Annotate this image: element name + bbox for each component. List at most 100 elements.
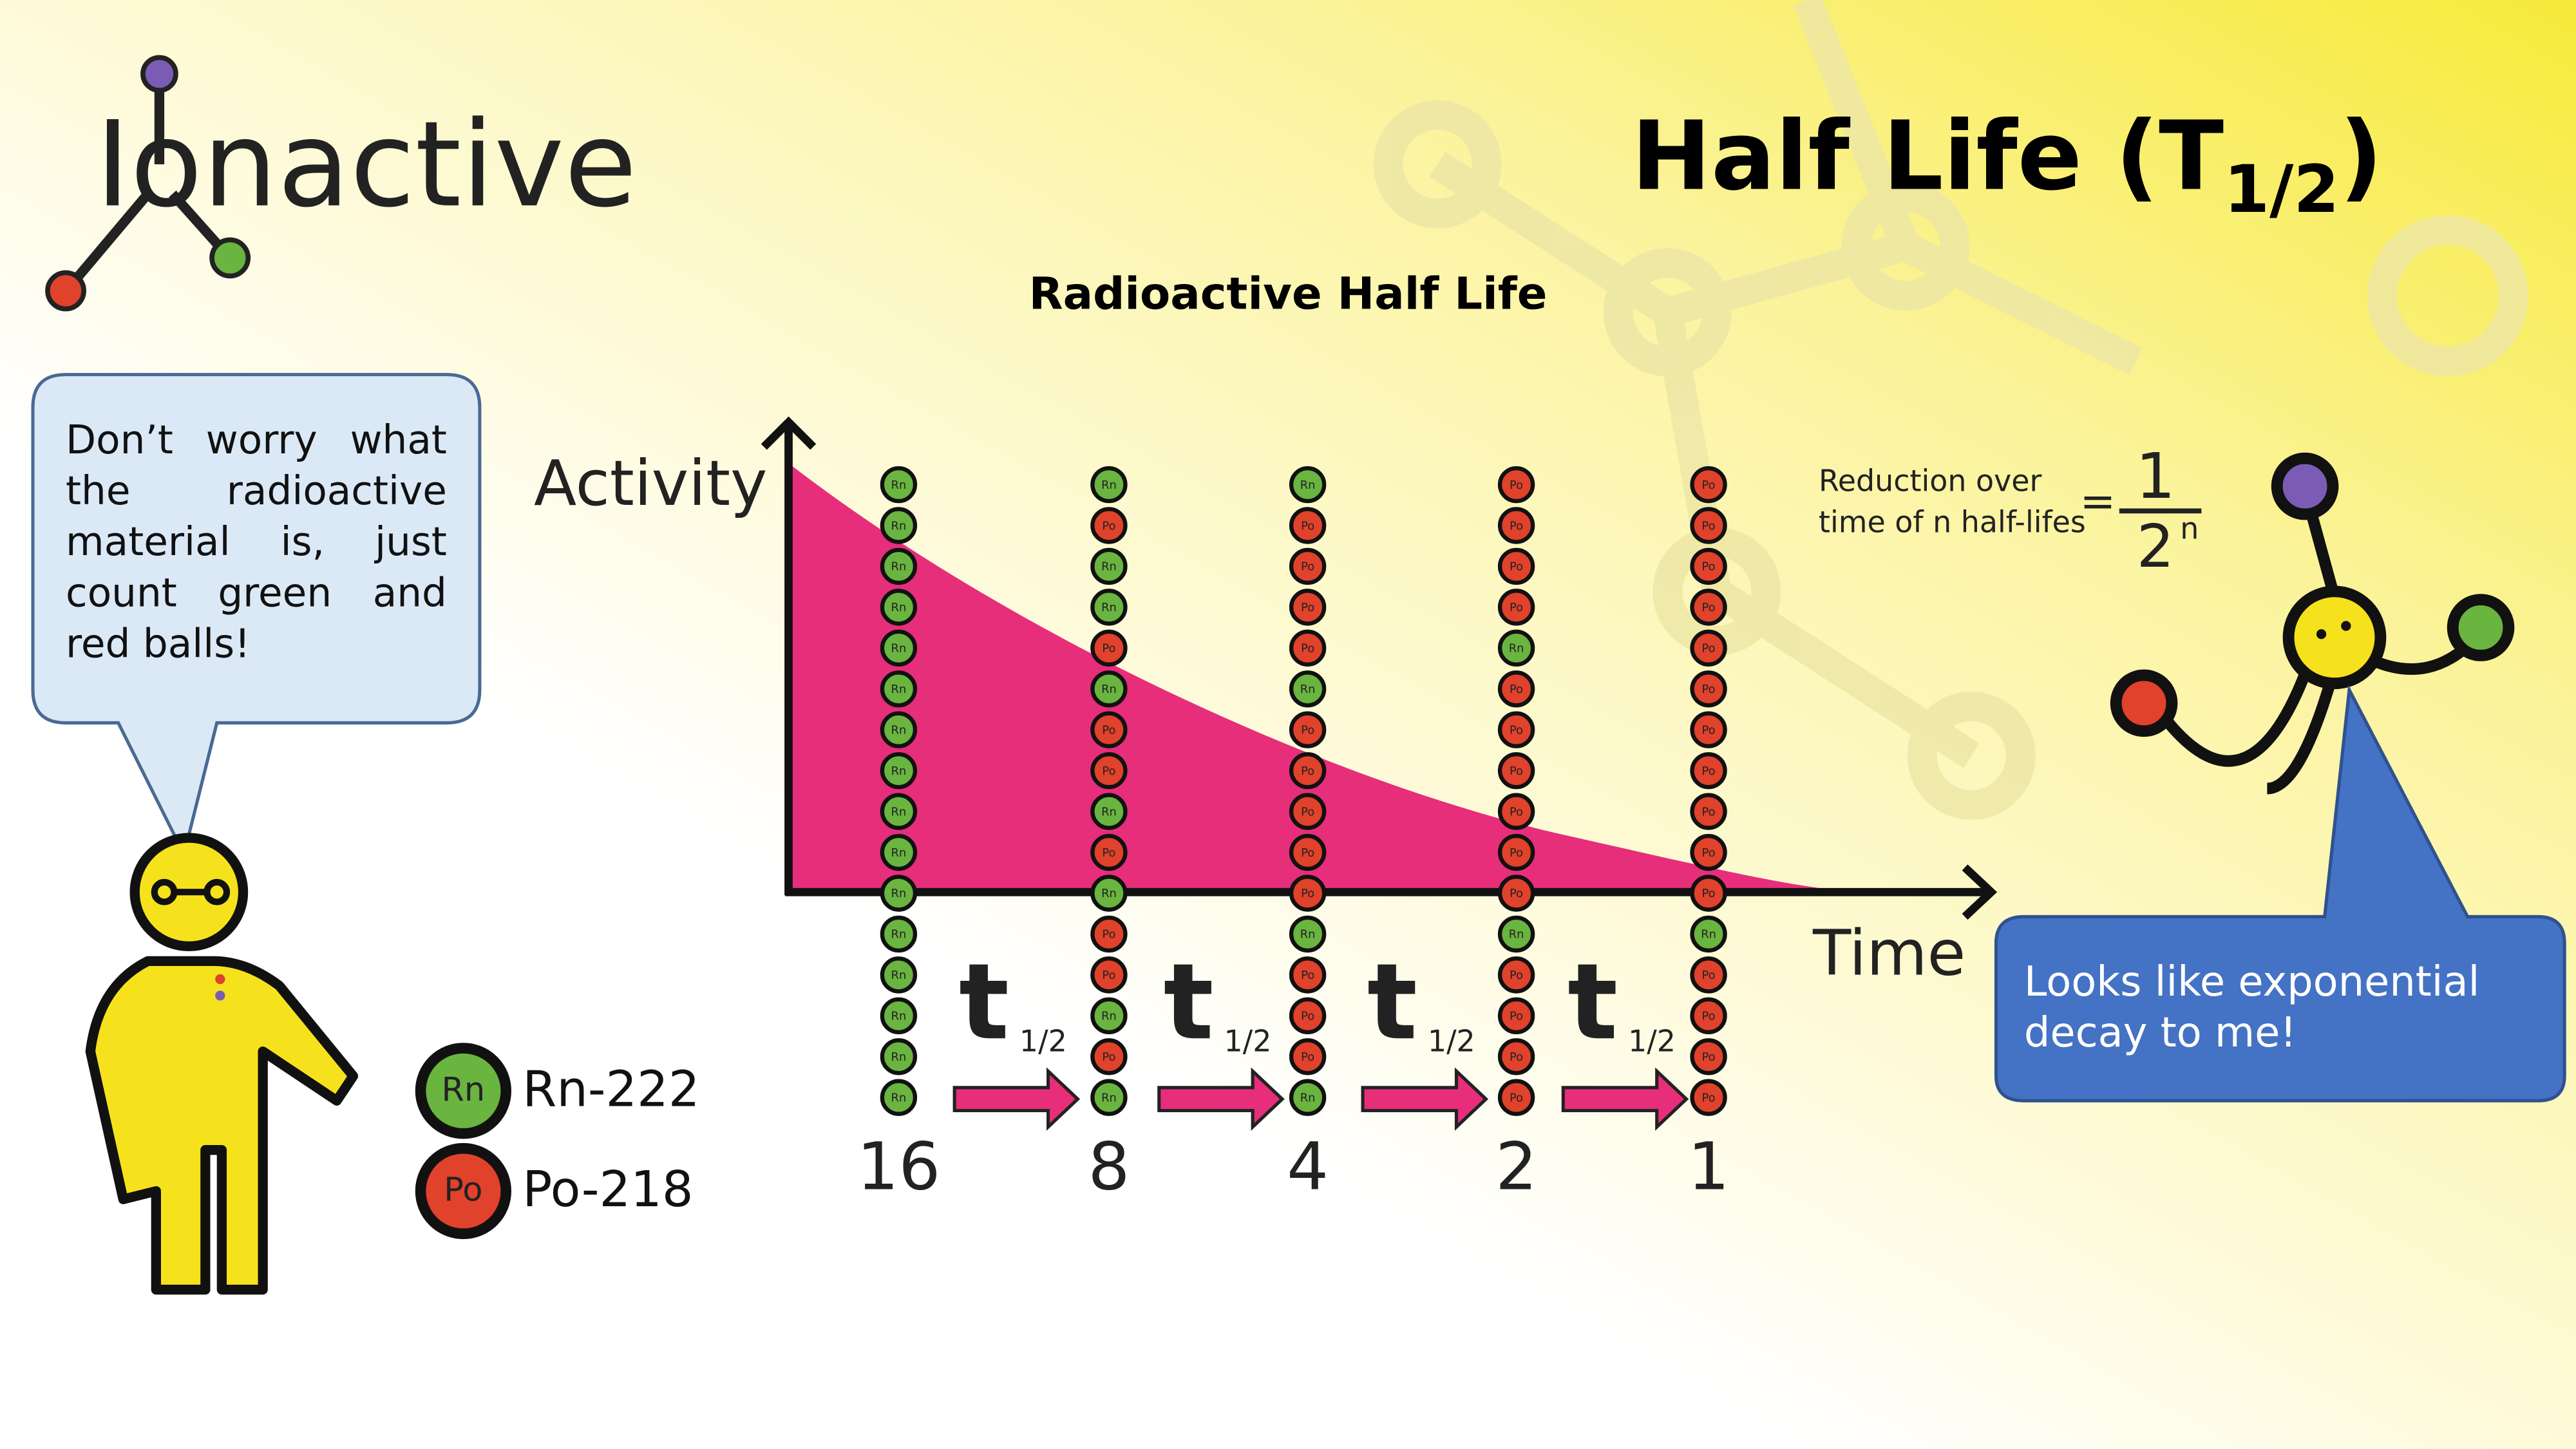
- ball-label: Rn: [1300, 478, 1316, 492]
- legend: Rn Rn-222 Po Po-218: [415, 1043, 700, 1240]
- ball-label: Rn: [1101, 683, 1117, 696]
- ball: [1690, 589, 1727, 626]
- ball-label: Po: [1301, 560, 1314, 574]
- ball-label: Rn: [1701, 928, 1716, 942]
- right-character: [2110, 452, 2515, 795]
- logo: Ionactive: [45, 55, 637, 312]
- ball: [1289, 670, 1327, 708]
- ball: [415, 1142, 512, 1240]
- ball-label: Po: [1301, 1010, 1314, 1023]
- ball: [880, 875, 918, 912]
- ball: [880, 547, 918, 585]
- ball: [1090, 589, 1128, 626]
- step-symbol: t: [959, 940, 1009, 1063]
- ball: [1690, 752, 1727, 790]
- ball-label: Rn: [441, 1071, 485, 1109]
- ball-label: Po: [1510, 1091, 1523, 1104]
- ball: [1690, 670, 1727, 708]
- ball-label: Po: [1102, 1050, 1115, 1064]
- ball: [1090, 466, 1128, 504]
- ball: [1690, 915, 1727, 953]
- ball-label: Po: [1702, 723, 1716, 737]
- step-arrow: [952, 1067, 1081, 1131]
- ball-label: Po: [1510, 805, 1523, 819]
- speech-right-text: Looks like exponential decay to me!: [2023, 958, 2480, 1057]
- ball-label: Po: [1702, 683, 1716, 696]
- ball-label: Po: [1301, 846, 1314, 860]
- count-label: 2: [1495, 1129, 1537, 1206]
- ball: [880, 589, 918, 626]
- ball-label: Po: [1702, 642, 1716, 656]
- ball: [1289, 997, 1327, 1035]
- ball-label: Po: [444, 1171, 482, 1209]
- ball-label: Po: [1702, 1010, 1716, 1023]
- ball-label: Rn: [1101, 887, 1117, 900]
- ball: [1497, 793, 1535, 830]
- speech-left-box: Don’t worry what the radioactive materia…: [66, 417, 447, 667]
- speech-right-box: Looks like exponential decay to me!: [2023, 958, 2480, 1057]
- ball: [1497, 711, 1535, 748]
- ball: [1289, 875, 1327, 912]
- ball: [1090, 833, 1128, 871]
- ball: [1289, 1079, 1327, 1116]
- ball: [1690, 1079, 1727, 1116]
- ball-label: Rn: [891, 1010, 907, 1023]
- step-subscript: 1/2: [1224, 1024, 1272, 1059]
- ball: [1090, 956, 1128, 994]
- ball-label: Po: [1301, 642, 1314, 656]
- ball: [1690, 547, 1727, 585]
- ball-label: Po: [1702, 887, 1716, 900]
- ball-label: Po: [1102, 764, 1115, 778]
- ball-label: Po: [1301, 723, 1314, 737]
- ball: [1497, 466, 1535, 504]
- ball: [1090, 875, 1128, 912]
- ball: [1690, 466, 1727, 504]
- ball-label: Po: [1102, 969, 1115, 982]
- ball: [1497, 956, 1535, 994]
- ball: [1090, 1038, 1128, 1075]
- ball-label: Po: [1301, 969, 1314, 982]
- ball-label: Rn: [891, 642, 907, 656]
- formula-denominator: 2: [2137, 512, 2174, 581]
- ball: [1289, 956, 1327, 994]
- ball-label: Po: [1102, 723, 1115, 737]
- ball: [1289, 1038, 1327, 1075]
- formula-exponent: n: [2180, 511, 2199, 546]
- ball: [1090, 670, 1128, 708]
- step-arrow: [1361, 1067, 1489, 1131]
- ball: [1090, 629, 1128, 667]
- ball-label: Rn: [1101, 560, 1117, 574]
- ball: [1690, 629, 1727, 667]
- ball: [1090, 1079, 1128, 1116]
- ball: [1090, 915, 1128, 953]
- ball-label: Po: [1702, 969, 1716, 982]
- ball: [1497, 629, 1535, 667]
- ball: [1090, 507, 1128, 544]
- ball: [1497, 997, 1535, 1035]
- ball-label: Po: [1510, 887, 1523, 900]
- ball-label: Po: [1510, 846, 1523, 860]
- ball: [1289, 629, 1327, 667]
- logo-text: Ionactive: [95, 97, 637, 234]
- ball: [415, 1043, 512, 1139]
- x-axis-label: Time: [1812, 917, 1965, 990]
- step-symbol: t: [1367, 940, 1417, 1063]
- left-character: [85, 833, 359, 1295]
- step-arrow: [1157, 1067, 1285, 1131]
- ball-label: Rn: [891, 969, 907, 982]
- ball: [1690, 1038, 1727, 1075]
- ball: [880, 915, 918, 953]
- ball: [880, 507, 918, 544]
- ball: [1090, 997, 1128, 1035]
- title-subscript: 1/2: [2224, 151, 2339, 228]
- ball-label: Po: [1510, 723, 1523, 737]
- ball-label: Po: [1301, 1050, 1314, 1064]
- ball-label: Po: [1702, 560, 1716, 574]
- ball-label: Rn: [1300, 1091, 1316, 1104]
- ball-label: Rn: [891, 478, 907, 492]
- count-label: 16: [857, 1129, 940, 1206]
- ball: [880, 1038, 918, 1075]
- ball: [880, 956, 918, 994]
